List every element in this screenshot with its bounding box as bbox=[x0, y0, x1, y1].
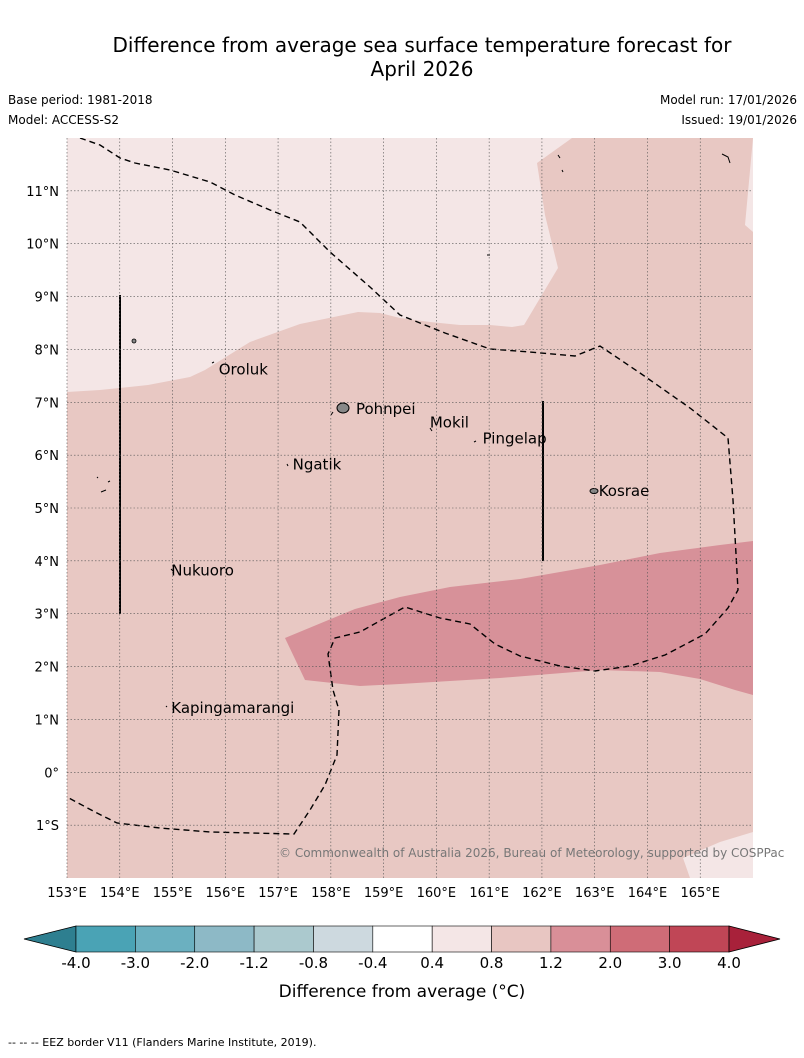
anomaly-band-0.4-0.8-edge bbox=[745, 138, 753, 232]
latitude-tick-label: 1°N bbox=[35, 713, 60, 728]
colorbar-tick-label: 4.0 bbox=[717, 954, 741, 972]
longitude-tick-label: 160°E bbox=[417, 886, 457, 901]
place-label-kapingamarangi: Kapingamarangi bbox=[171, 699, 294, 717]
latitude-tick-label: 9°N bbox=[35, 291, 60, 306]
pohnpei-island bbox=[336, 402, 350, 414]
latitude-tick-label: 7°N bbox=[35, 396, 60, 411]
longitude-tick-label: 165°E bbox=[680, 886, 720, 901]
place-label-pingelap: Pingelap bbox=[483, 429, 547, 447]
axis-labels: 153°E 154°E 155°E 156°E 157°E 158°E 159°E 160°E… bbox=[26, 185, 720, 901]
colorbar-under-arrow bbox=[23, 925, 77, 953]
eez-border bbox=[67, 138, 739, 835]
colorbar-tick-label: -0.4 bbox=[358, 954, 387, 972]
longitude-tick-label: 164°E bbox=[628, 886, 668, 901]
colorbar-segment bbox=[609, 925, 670, 953]
latitude-tick-label: 2°N bbox=[35, 661, 60, 676]
colorbar-segment bbox=[669, 925, 730, 953]
graticule bbox=[66, 138, 753, 878]
place-labels: Oroluk Pohnpei Mokil Pingelap Ngatik Kosrae Nu… bbox=[171, 361, 649, 717]
kosrae-island bbox=[589, 488, 599, 494]
colorbar-tick-label: 0.8 bbox=[480, 954, 504, 972]
colorbar-segment bbox=[253, 925, 314, 953]
colorbar-tick-label: 1.2 bbox=[539, 954, 563, 972]
place-label-mokil: Mokil bbox=[430, 413, 469, 431]
anomaly-band-0.4-0.8-north bbox=[67, 138, 572, 392]
model-name: Model: ACCESS-S2 bbox=[8, 113, 120, 127]
latitude-tick-label: 0° bbox=[44, 766, 59, 781]
place-label-ngatik: Ngatik bbox=[293, 456, 342, 474]
longitude-tick-label: 162°E bbox=[522, 886, 562, 901]
anomaly-band-1.2-2.0 bbox=[285, 541, 753, 695]
colorbar-tick-label: -1.2 bbox=[239, 954, 268, 972]
latitude-tick-label: 6°N bbox=[35, 449, 60, 464]
longitude-tick-label: 156°E bbox=[206, 886, 246, 901]
copyright-credit: © Commonwealth of Australia 2026, Bureau… bbox=[279, 846, 784, 860]
longitude-tick-label: 154°E bbox=[100, 886, 140, 901]
colorbar-segment bbox=[550, 925, 611, 953]
atoll-marker bbox=[165, 361, 477, 708]
longitude-tick-label: 158°E bbox=[311, 886, 351, 901]
colorbar-segment bbox=[313, 925, 374, 953]
colorbar: -4.0 -3.0 -2.0 -1.2 -0.8 -0.4 0.4 0.8 1.2 2.0 3.0 4… bbox=[23, 925, 781, 972]
title-line-2: April 2026 bbox=[370, 57, 474, 81]
longitude-tick-label: 163°E bbox=[575, 886, 615, 901]
place-label-nukuoro: Nukuoro bbox=[171, 561, 234, 579]
latitude-tick-label: 5°N bbox=[35, 502, 60, 517]
colorbar-tick-label: -0.8 bbox=[299, 954, 328, 972]
latitude-tick-label: 8°N bbox=[35, 343, 60, 358]
colorbar-over-arrow bbox=[728, 925, 781, 953]
colorbar-segment bbox=[135, 925, 196, 953]
longitude-tick-label: 155°E bbox=[153, 886, 193, 901]
longitude-tick-label: 153°E bbox=[47, 886, 87, 901]
place-label-kosrae: Kosrae bbox=[599, 482, 650, 500]
longitude-tick-label: 157°E bbox=[258, 886, 298, 901]
place-label-pohnpei: Pohnpei bbox=[356, 400, 416, 418]
colorbar-segment bbox=[194, 925, 255, 953]
latitude-tick-label: 1°S bbox=[36, 819, 59, 834]
atoll-marker bbox=[96, 476, 111, 493]
colorbar-segment bbox=[372, 925, 433, 953]
model-run: Model run: 17/01/2026 bbox=[659, 93, 797, 107]
latitude-tick-label: 3°N bbox=[35, 608, 60, 623]
footer-note: -- -- -- EEZ border V11 (Flanders Marine… bbox=[8, 1036, 317, 1049]
colorbar-tick-label: -3.0 bbox=[121, 954, 150, 972]
colorbar-tick-label: 0.4 bbox=[420, 954, 444, 972]
colorbar-title: Difference from average (°C) bbox=[279, 982, 526, 1002]
atoll-marker bbox=[721, 153, 731, 164]
longitude-tick-label: 159°E bbox=[364, 886, 404, 901]
colorbar-segment bbox=[75, 925, 136, 953]
title-line-1: Difference from average sea surface temp… bbox=[112, 33, 732, 57]
latitude-tick-label: 11°N bbox=[26, 185, 59, 200]
map-title: Difference from average sea surface temp… bbox=[60, 33, 784, 81]
longitude-tick-label: 161°E bbox=[469, 886, 509, 901]
atoll-marker bbox=[131, 338, 137, 344]
atoll-marker bbox=[330, 411, 334, 416]
anomaly-fill bbox=[67, 138, 753, 878]
place-label-oroluk: Oroluk bbox=[219, 361, 268, 379]
colorbar-tick-label: -2.0 bbox=[180, 954, 209, 972]
colorbar-tick-label: 3.0 bbox=[658, 954, 682, 972]
colorbar-tick-label: 2.0 bbox=[598, 954, 622, 972]
latitude-tick-label: 10°N bbox=[26, 238, 59, 253]
colorbar-tick-label: -4.0 bbox=[61, 954, 90, 972]
issued-date: Issued: 19/01/2026 bbox=[681, 113, 797, 127]
latitude-tick-label: 4°N bbox=[35, 555, 60, 570]
colorbar-segment bbox=[491, 925, 552, 953]
base-period: Base period: 1981-2018 bbox=[8, 93, 153, 107]
colorbar-segment bbox=[431, 925, 492, 953]
atoll-marker bbox=[557, 154, 564, 173]
